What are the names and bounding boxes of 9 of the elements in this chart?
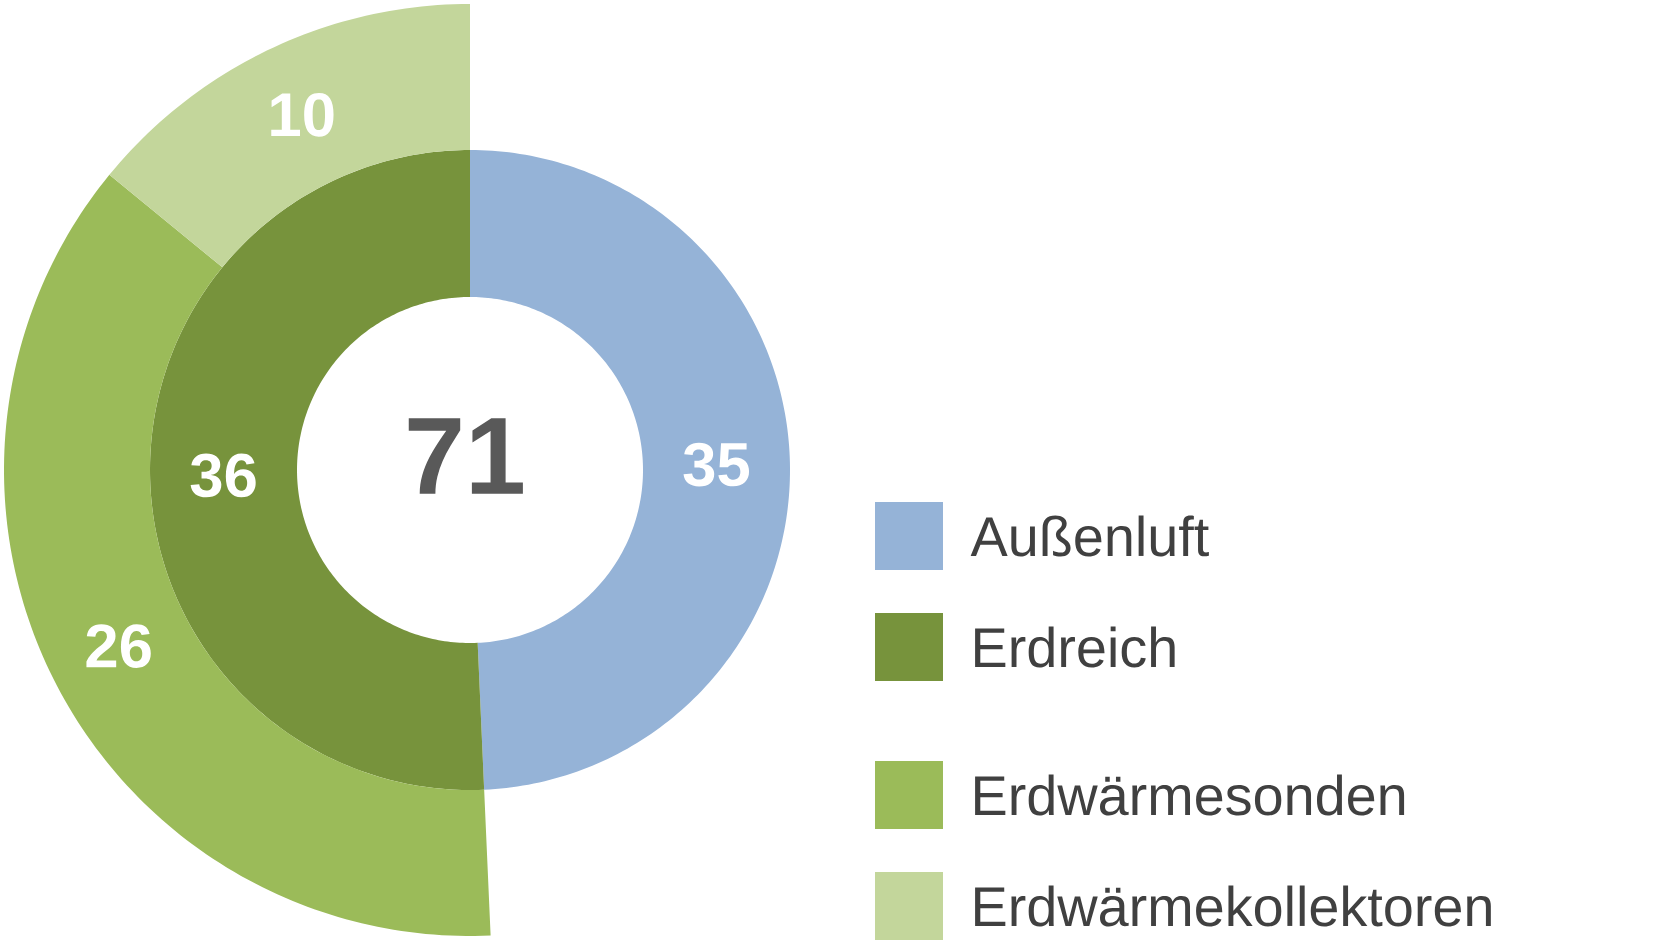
legend-label: Erdwärmekollektoren (975, 885, 1491, 927)
text: 71 (408, 418, 523, 494)
legend-label: Erdwärmesonden (975, 774, 1405, 816)
data-label: 26 (86, 624, 151, 668)
legend-label: Außenluft (970, 515, 1209, 557)
data-label: 10 (271, 92, 334, 137)
data-label: 35 (683, 442, 750, 487)
data-label: 36 (190, 453, 256, 498)
legend-label: Erdreich (975, 626, 1175, 668)
